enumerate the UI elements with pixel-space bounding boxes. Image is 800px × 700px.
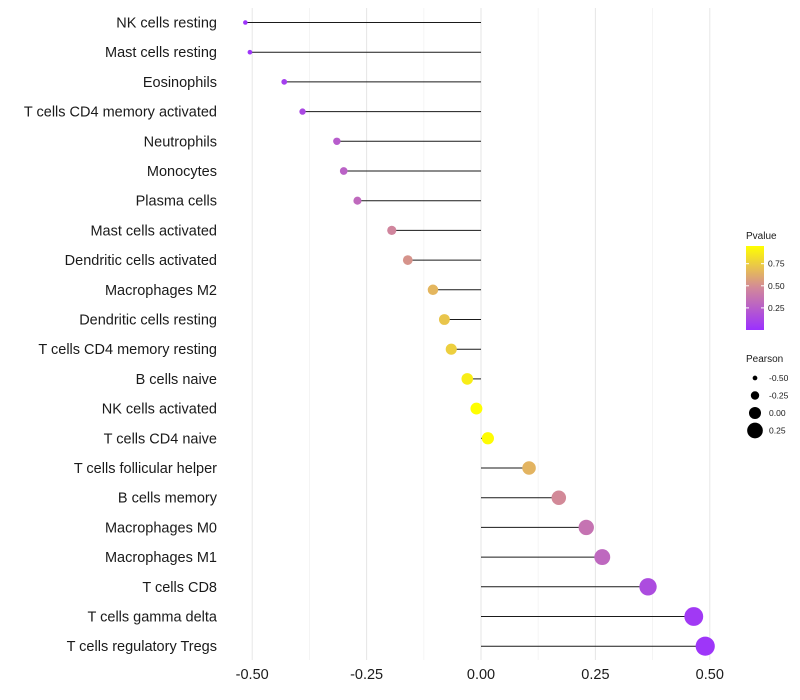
stems — [245, 22, 706, 647]
y-axis-label: B cells memory — [118, 491, 218, 507]
data-point — [299, 108, 306, 115]
data-point — [522, 461, 536, 475]
colorbar-tick-label: 0.25 — [768, 303, 785, 313]
pvalue-legend-title: Pvalue — [746, 231, 777, 242]
data-point — [481, 432, 494, 445]
pvalue-legend: Pvalue 0.25 0.50 0.75 — [746, 231, 785, 330]
size-legend-dot — [752, 375, 758, 381]
y-axis-label: Neutrophils — [144, 134, 217, 150]
y-axis-label: T cells CD4 memory resting — [38, 342, 217, 358]
y-axis-label: T cells gamma delta — [88, 610, 218, 626]
data-point — [387, 225, 397, 235]
data-point — [353, 196, 362, 205]
data-point — [470, 402, 483, 415]
data-point — [333, 137, 341, 146]
y-axis-label: T cells CD8 — [142, 580, 217, 596]
y-axis-label: Monocytes — [147, 164, 217, 180]
data-point — [281, 79, 288, 85]
y-axis-label: Dendritic cells resting — [79, 313, 217, 329]
y-axis-label: T cells follicular helper — [74, 461, 217, 477]
y-axis-label: Mast cells activated — [90, 223, 217, 239]
y-axis-label: Eosinophils — [143, 75, 217, 91]
data-point — [243, 20, 248, 25]
y-axis-label: T cells regulatory Tregs — [67, 639, 217, 655]
size-legend-label: 0.00 — [769, 408, 786, 418]
pearson-legend-items: -0.50 -0.25 0.00 0.25 — [747, 373, 789, 439]
size-legend-label: 0.25 — [769, 426, 786, 436]
size-legend-dot — [750, 391, 760, 400]
y-axis-label: Dendritic cells activated — [65, 253, 217, 269]
data-point — [247, 49, 253, 55]
data-point — [438, 314, 450, 325]
size-legend-dot — [748, 406, 762, 420]
data-point — [402, 255, 413, 265]
y-axis-labels: NK cells resting Mast cells resting Eosino… — [24, 16, 218, 656]
y-axis-label: Macrophages M2 — [105, 283, 217, 299]
x-axis-ticks: -0.50 -0.25 0.00 0.25 0.50 — [236, 667, 724, 683]
y-axis-label: Mast cells resting — [105, 45, 217, 61]
x-tick-label: 0.25 — [581, 667, 609, 683]
pvalue-legend-ticks: 0.25 0.50 0.75 — [746, 259, 785, 313]
points — [243, 20, 715, 656]
x-tick-label: 0.00 — [467, 667, 495, 683]
pearson-legend-title: Pearson — [746, 354, 783, 365]
pearson-legend: Pearson -0.50 -0.25 0.00 0.25 — [746, 354, 789, 439]
size-legend-dot — [747, 422, 763, 439]
x-tick-label: -0.50 — [236, 667, 269, 683]
data-point — [594, 549, 611, 566]
y-axis-label: Plasma cells — [136, 194, 217, 210]
x-tick-label: 0.50 — [696, 667, 724, 683]
data-point — [461, 373, 474, 385]
data-point — [551, 490, 567, 505]
y-axis-label: Macrophages M0 — [105, 520, 217, 536]
pvalue-colorbar — [746, 246, 764, 330]
data-point — [339, 167, 348, 175]
y-axis-label: T cells CD4 naive — [104, 431, 217, 447]
data-point — [427, 284, 439, 296]
data-point — [684, 607, 704, 626]
colorbar-tick-label: 0.75 — [768, 259, 785, 269]
y-axis-label: NK cells activated — [102, 402, 217, 418]
size-legend-label: -0.50 — [769, 373, 789, 383]
data-point — [578, 519, 594, 536]
data-point — [445, 343, 457, 355]
colorbar-tick-label: 0.50 — [768, 281, 785, 291]
size-legend-label: -0.25 — [769, 391, 789, 401]
y-axis-label: T cells CD4 memory activated — [24, 105, 217, 121]
x-tick-label: -0.25 — [350, 667, 383, 683]
data-point — [639, 578, 657, 596]
y-axis-label: B cells naive — [136, 372, 217, 388]
y-axis-label: NK cells resting — [116, 16, 217, 32]
grid-lines — [251, 8, 711, 660]
data-point — [695, 636, 715, 656]
y-axis-label: Macrophages M1 — [105, 550, 217, 566]
